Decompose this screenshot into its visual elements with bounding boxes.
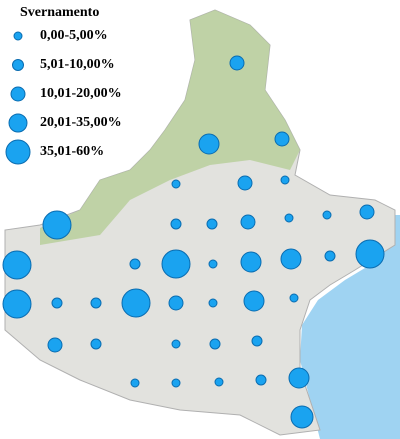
site-circle <box>280 248 302 270</box>
site-circle <box>171 378 181 388</box>
site-circle <box>280 175 290 185</box>
legend-symbol <box>13 31 23 41</box>
legend-symbol <box>5 139 31 165</box>
legend-symbol <box>12 59 24 71</box>
site-circle <box>42 210 72 240</box>
site-circle <box>209 338 221 350</box>
site-circle <box>171 339 181 349</box>
legend-label: 10,01-20,00% <box>40 86 122 101</box>
legend-label: 20,01-35,00% <box>40 115 122 130</box>
site-circle <box>129 258 141 270</box>
site-circle <box>288 367 310 389</box>
site-circle <box>229 55 245 71</box>
site-circle <box>171 179 181 189</box>
site-circle <box>121 288 151 318</box>
site-circle <box>243 290 265 312</box>
site-circle <box>255 374 267 386</box>
site-circle <box>251 335 263 347</box>
site-circle <box>237 175 253 191</box>
legend-label: 5,01-10,00% <box>40 57 115 72</box>
legend: 0,00-5,00% 5,01-10,00% 10,01-20,00% 20,01-3… <box>5 28 122 165</box>
site-circle <box>284 213 294 223</box>
site-circle <box>161 249 191 279</box>
site-circle <box>359 204 375 220</box>
site-circle <box>90 297 102 309</box>
site-circle <box>355 239 385 269</box>
legend-label: 0,00-5,00% <box>40 28 108 43</box>
site-circle <box>2 289 32 319</box>
site-circle <box>322 210 332 220</box>
legend-title: Svernamento <box>20 5 99 20</box>
site-circle <box>51 297 63 309</box>
site-circle <box>170 218 182 230</box>
site-circle <box>214 377 224 387</box>
site-circle <box>240 251 262 273</box>
legend-label: 35,01-60% <box>40 144 104 159</box>
circles <box>2 55 385 429</box>
site-circle <box>90 338 102 350</box>
site-circle <box>206 218 218 230</box>
legend-symbol <box>8 113 28 133</box>
site-circle <box>290 405 314 429</box>
site-circle <box>198 133 220 155</box>
site-circle <box>47 337 63 353</box>
sea <box>300 215 400 439</box>
site-circle <box>240 214 256 230</box>
site-circle <box>2 250 32 280</box>
site-circle <box>130 378 140 388</box>
site-circle <box>289 293 299 303</box>
legend-symbol <box>10 86 26 102</box>
site-circle <box>208 298 218 308</box>
site-circle <box>208 259 218 269</box>
site-circle <box>324 250 336 262</box>
site-circle <box>274 131 290 147</box>
site-circle <box>168 295 184 311</box>
